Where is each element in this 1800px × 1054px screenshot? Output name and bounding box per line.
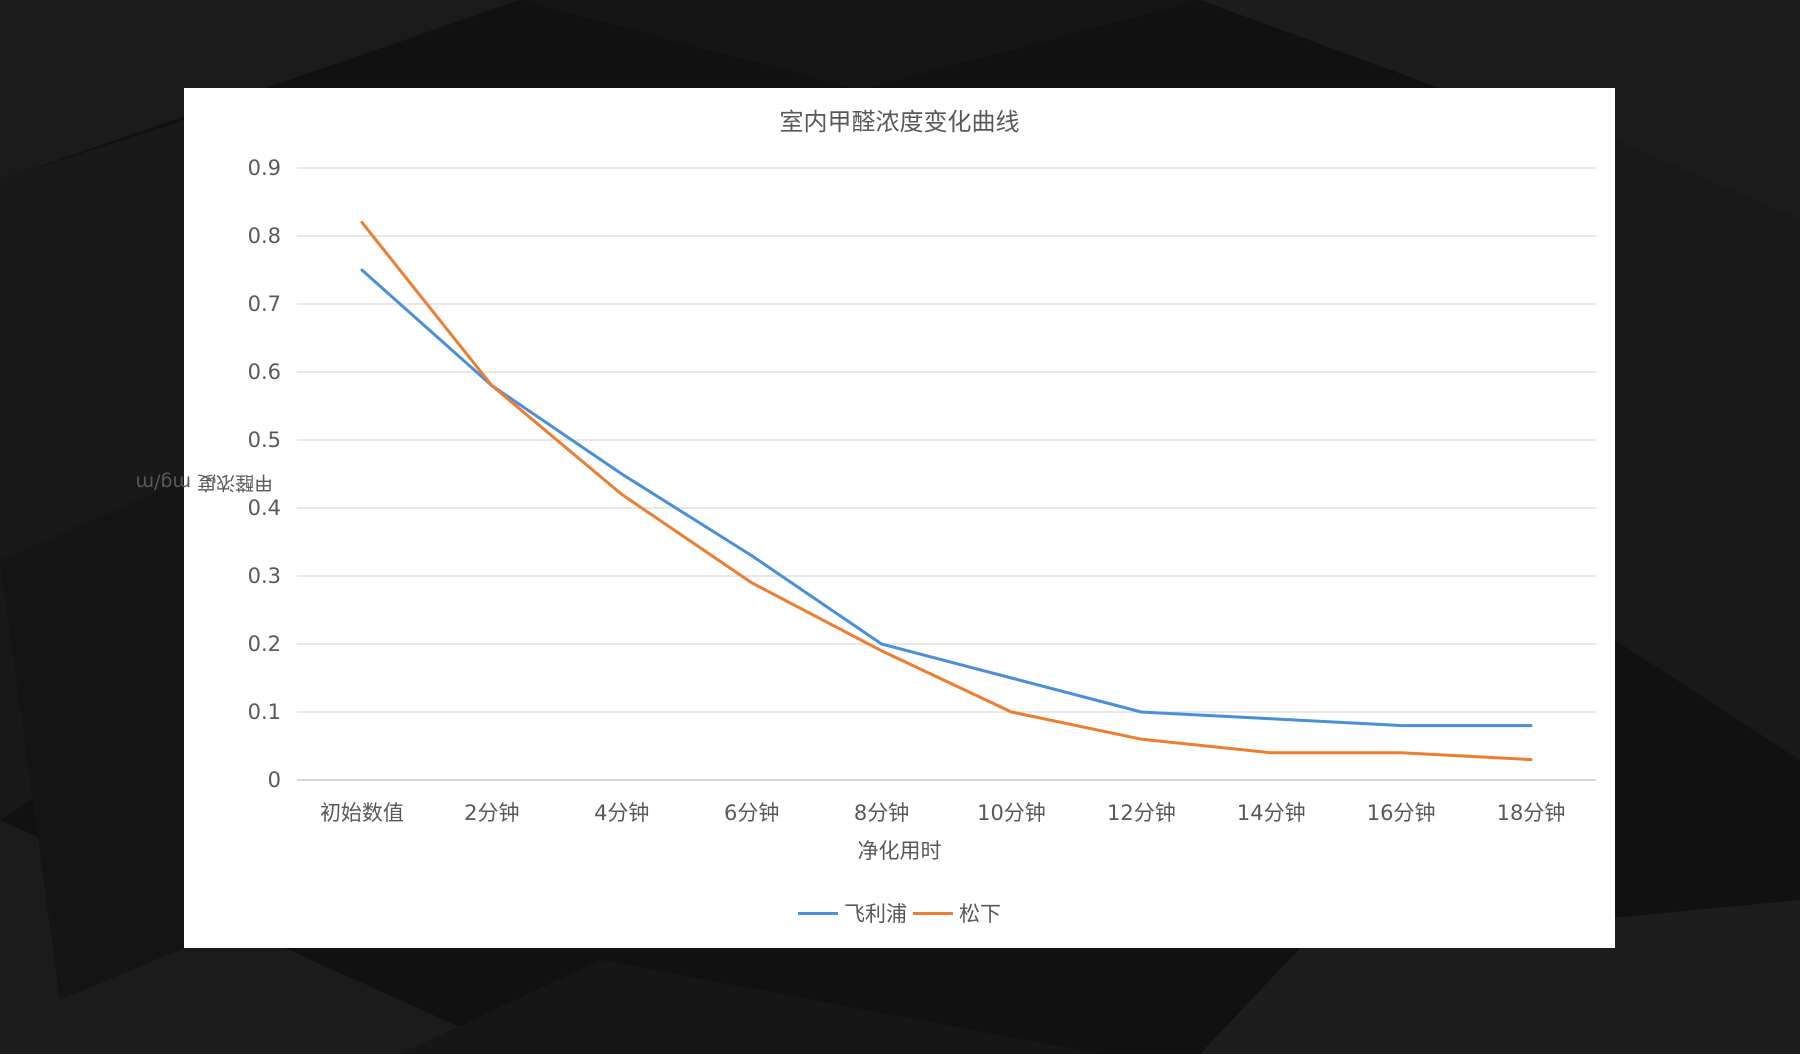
x-tick-label-8: 16分钟 — [1367, 801, 1436, 825]
legend-item-series-0: 飞利浦 — [798, 898, 907, 928]
series-line-1 — [360, 220, 1533, 762]
legend-item-series-1: 松下 — [913, 898, 1001, 928]
x-tick-label-3: 6分钟 — [724, 801, 779, 825]
x-tick-label-5: 10分钟 — [977, 801, 1046, 825]
y-tick-label-6: 0.6 — [248, 360, 281, 384]
y-tick-label-8: 0.8 — [248, 224, 281, 248]
chart-title: 室内甲醛浓度变化曲线 — [779, 108, 1020, 136]
x-tick-label-7: 14分钟 — [1237, 801, 1306, 825]
x-tick-label-2: 4分钟 — [594, 801, 649, 825]
legend-swatch-series-1 — [913, 911, 953, 915]
chart-card: 室内甲醛浓度变化曲线 0 0.1 0.2 0.3 0.4 0.5 0.6 0.7 0.8 0.9 初… — [136, 88, 1615, 948]
legend-label-series-1: 松下 — [959, 902, 1001, 926]
x-axis-label: 净化用时 — [857, 839, 942, 863]
x-tick-label-1: 2分钟 — [464, 801, 519, 825]
x-tick-label-4: 8分钟 — [854, 801, 909, 825]
y-tick-label-3: 0.3 — [248, 564, 281, 588]
chart-legend: 飞利浦 松下 — [184, 898, 1615, 928]
y-tick-label-0: 0 — [268, 768, 281, 792]
legend-label-series-0: 飞利浦 — [844, 902, 907, 926]
x-tick-label-0: 初始数值 — [320, 801, 404, 825]
y-tick-label-7: 0.7 — [248, 292, 281, 316]
y-axis-label-text: 甲醛浓度 mg/m — [135, 471, 274, 494]
y-tick-label-5: 0.5 — [248, 428, 281, 452]
y-tick-label-4: 0.4 — [248, 496, 281, 520]
legend-swatch-series-0 — [798, 911, 838, 915]
y-tick-label-1: 0.1 — [248, 700, 281, 724]
y-tick-label-2: 0.2 — [248, 632, 281, 656]
line-chart: 0 0.1 0.2 0.3 0.4 0.5 0.6 0.7 0.8 0.9 初始数值 2分钟 4分钟 6分… — [248, 156, 1596, 825]
x-tick-label-6: 12分钟 — [1107, 801, 1176, 825]
y-tick-label-9: 0.9 — [248, 156, 281, 180]
series-line-0 — [360, 268, 1533, 728]
x-tick-label-9: 18分钟 — [1497, 801, 1566, 825]
